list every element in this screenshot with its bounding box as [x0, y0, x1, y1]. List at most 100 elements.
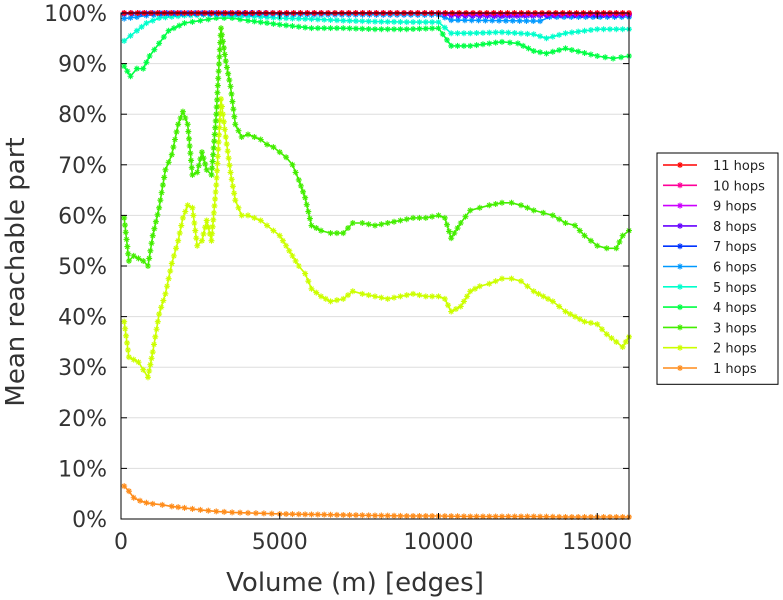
data-point: [208, 237, 215, 244]
axis-ticks: 0% 10% 20% 30% 40% 50% 60% 70% 80% 90% 100% 0 5000 10…: [44, 2, 632, 555]
data-point: [138, 23, 145, 30]
data-point: [189, 171, 196, 178]
data-point: [191, 219, 198, 226]
data-point: [143, 59, 150, 66]
data-point: [231, 113, 238, 120]
data-point: [391, 512, 398, 519]
data-point: [216, 61, 223, 68]
data-point: [513, 12, 520, 19]
data-point: [211, 131, 218, 138]
data-point: [219, 38, 226, 45]
data-point: [146, 53, 153, 60]
data-point: [452, 306, 459, 313]
data-point: [140, 366, 147, 373]
data-point: [384, 295, 391, 302]
data-point: [237, 509, 244, 516]
data-point: [165, 275, 172, 282]
data-point: [289, 511, 296, 518]
data-point: [221, 15, 228, 22]
data-point: [468, 17, 475, 24]
data-point: [314, 511, 321, 518]
data-point: [422, 25, 429, 32]
data-point: [197, 17, 204, 24]
data-point: [121, 318, 128, 325]
data-point: [228, 176, 235, 183]
data-point: [223, 64, 230, 71]
data-point: [460, 298, 467, 305]
data-point: [613, 338, 620, 345]
data-point: [435, 25, 442, 32]
series-1-hops: [121, 483, 632, 520]
data-point: [333, 297, 340, 304]
data-point: [575, 28, 582, 35]
data-point: [302, 24, 309, 31]
data-point: [222, 58, 229, 65]
data-point: [306, 215, 313, 222]
y-tick-label: 10%: [58, 457, 107, 482]
data-point: [460, 42, 467, 49]
data-point: [130, 252, 137, 259]
data-point: [152, 218, 159, 225]
data-point: [508, 275, 515, 282]
data-point: [214, 160, 221, 167]
data-point: [568, 14, 575, 21]
legend-label: 5 hops: [713, 281, 757, 296]
data-point: [125, 250, 132, 257]
data-point: [127, 73, 134, 80]
data-point: [143, 20, 150, 27]
data-point: [479, 29, 486, 36]
data-point: [308, 25, 315, 32]
y-tick-label: 60%: [58, 204, 107, 229]
data-point: [305, 278, 312, 285]
data-point: [168, 503, 175, 510]
data-point: [216, 117, 223, 124]
data-point: [168, 13, 175, 20]
data-point: [225, 70, 232, 77]
data-point: [429, 19, 436, 26]
data-point: [161, 174, 168, 181]
data-point: [210, 144, 217, 151]
data-point: [454, 42, 461, 49]
data-point: [603, 331, 610, 338]
data-point: [581, 27, 588, 34]
data-point: [486, 202, 493, 209]
data-point: [441, 513, 448, 520]
data-point: [535, 290, 542, 297]
data-point: [218, 31, 225, 38]
data-point: [212, 124, 219, 131]
data-point: [302, 511, 309, 518]
data-point: [448, 42, 455, 49]
data-point: [123, 236, 130, 243]
series-layer: [121, 10, 632, 520]
data-point: [410, 290, 417, 297]
data-point: [251, 133, 258, 140]
data-point: [159, 182, 166, 189]
data-point: [229, 183, 236, 190]
data-point: [149, 349, 156, 356]
data-point: [124, 339, 131, 346]
data-point: [448, 235, 455, 242]
data-point: [276, 149, 283, 156]
data-point: [146, 367, 153, 374]
data-point: [677, 324, 683, 331]
data-point: [197, 506, 204, 513]
data-point: [221, 126, 228, 133]
data-point: [606, 513, 613, 520]
y-tick-label: 100%: [44, 2, 107, 27]
data-point: [321, 16, 328, 23]
data-point: [581, 318, 588, 325]
data-point: [372, 512, 378, 519]
data-point: [345, 292, 352, 299]
data-point: [572, 222, 579, 229]
legend-label: 4 hops: [713, 301, 757, 316]
data-point: [618, 54, 625, 61]
data-point: [232, 197, 239, 204]
data-point: [232, 12, 239, 19]
data-point: [283, 511, 290, 518]
data-point: [124, 243, 131, 250]
data-point: [327, 25, 334, 32]
data-point: [292, 169, 299, 176]
data-point: [435, 212, 442, 219]
data-point: [365, 221, 372, 228]
data-point: [378, 294, 385, 301]
